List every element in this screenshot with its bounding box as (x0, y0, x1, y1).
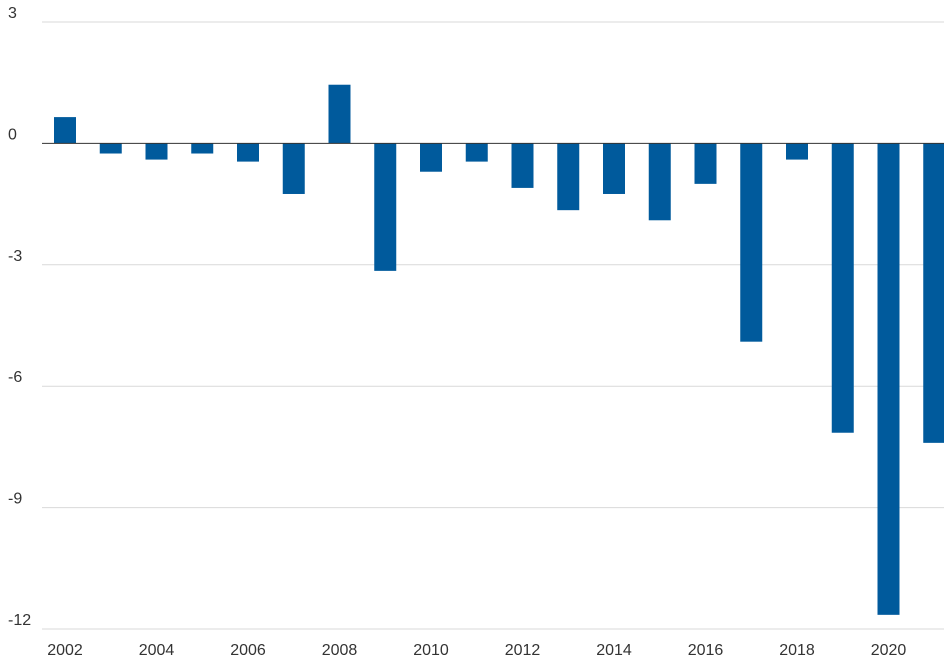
bar-2003 (99, 143, 122, 154)
y-axis-ticks: 3 0 -3 -6 -9 -12 (8, 5, 31, 629)
bar-2016 (694, 143, 717, 184)
bar-2018 (786, 143, 808, 160)
x-tick-label: 2010 (413, 642, 449, 659)
y-tick-label: 0 (8, 126, 17, 143)
x-axis-ticks: 2002 2004 2006 2008 2010 2012 2014 2016 2018 2020 (47, 642, 906, 659)
y-tick-label: 3 (8, 5, 17, 22)
bar-2015 (648, 143, 671, 221)
y-tick-label: -12 (8, 612, 31, 629)
y-tick-label: -9 (8, 491, 22, 508)
bar-2005 (191, 143, 214, 154)
bar-2021 (923, 143, 944, 443)
bar-2004 (145, 143, 168, 160)
x-tick-label: 2006 (230, 642, 266, 659)
bar-2002 (54, 117, 76, 144)
bar-2010 (420, 143, 442, 172)
x-tick-label: 2004 (139, 642, 175, 659)
bar-2012 (511, 143, 534, 188)
gridlines (42, 21, 944, 630)
x-tick-label: 2018 (779, 642, 815, 659)
x-tick-label: 2008 (322, 642, 358, 659)
x-tick-label: 2002 (47, 642, 83, 659)
bar-2017 (740, 143, 763, 342)
bar-2019 (831, 143, 854, 433)
x-tick-label: 2016 (688, 642, 724, 659)
x-tick-label: 2020 (871, 642, 907, 659)
bar-2008 (328, 84, 351, 144)
x-tick-label: 2012 (505, 642, 541, 659)
bar-2013 (557, 143, 580, 211)
bar-2014 (603, 143, 625, 194)
y-tick-label: -3 (8, 248, 22, 265)
y-tick-label: -6 (8, 369, 22, 386)
x-tick-label: 2014 (596, 642, 632, 659)
bars (54, 84, 944, 615)
bar-2009 (374, 143, 397, 271)
bar-2006 (237, 143, 259, 162)
bar-2020 (877, 143, 900, 615)
bar-2011 (465, 143, 488, 162)
bar-2007 (282, 143, 305, 194)
